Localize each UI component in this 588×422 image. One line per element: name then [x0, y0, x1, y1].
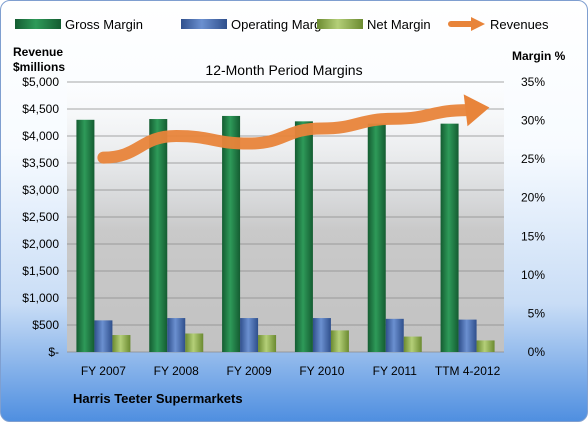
right-axis-tick-label: 15% [521, 229, 545, 243]
left-axis-title-line2: $millions [13, 60, 65, 74]
legend-swatch-operating-margin [181, 19, 227, 29]
bar-gross-margin [149, 119, 168, 353]
revenues-arrowhead [463, 94, 490, 127]
left-axis-tick-label: $3,000 [22, 183, 59, 197]
legend-label-net-margin: Net Margin [367, 17, 431, 32]
right-axis-tick-label: 25% [521, 152, 545, 166]
left-axis-tick-label: $5,000 [22, 75, 59, 89]
footer-company-name: Harris Teeter Supermarkets [73, 391, 243, 406]
bar-operating-margin [458, 319, 477, 352]
legend: Gross Margin Operating Margin Net Margin… [15, 17, 549, 32]
bar-gross-margin [76, 119, 95, 352]
left-axis-tick-label: $4,500 [22, 102, 59, 116]
bar-gross-margin [222, 115, 241, 352]
left-axis-ticks: $- $500 $1,000 $1,500 $2,000 $2,500 $3,000 $3,5… [22, 75, 59, 359]
legend-label-revenues: Revenues [490, 17, 549, 32]
category-label: FY 2011 [373, 364, 418, 378]
right-axis-tick-label: 20% [521, 191, 545, 205]
left-axis-tick-label: $1,500 [22, 264, 59, 278]
legend-swatch-net-margin [317, 19, 363, 29]
bar-net-margin [403, 336, 422, 352]
bar-operating-margin [94, 320, 113, 352]
legend-label-operating-margin: Operating Margin [231, 17, 331, 32]
right-axis-title: Margin % [512, 49, 566, 63]
left-axis-title-line1: Revenue [13, 45, 63, 59]
left-axis-tick-label: $3,500 [22, 156, 59, 170]
bar-operating-margin [385, 318, 404, 352]
bar-net-margin [112, 335, 131, 352]
chart-title: 12-Month Period Margins [205, 62, 362, 78]
left-axis-tick-label: $1,000 [22, 291, 59, 305]
bars [76, 115, 495, 353]
legend-arrow-icon [448, 17, 485, 31]
category-label: FY 2009 [227, 364, 272, 378]
right-axis-tick-label: 5% [528, 306, 546, 320]
bar-gross-margin [294, 121, 313, 352]
category-labels: FY 2007 FY 2008 FY 2009 FY 2010 FY 2011 TTM 4… [81, 364, 501, 378]
left-axis-tick-label: $2,500 [22, 210, 59, 224]
bar-operating-margin [312, 318, 331, 352]
left-axis-tick-label: $2,000 [22, 237, 59, 251]
category-label: FY 2007 [81, 364, 126, 378]
bar-gross-margin [440, 123, 459, 353]
right-axis-ticks: 0% 5% 10% 15% 20% 25% 30% 35% [521, 75, 545, 359]
bar-net-margin [476, 340, 495, 352]
revenues-line-path [97, 104, 474, 164]
right-axis-tick-label: 0% [528, 345, 546, 359]
category-label: FY 2008 [154, 364, 199, 378]
legend-label-gross-margin: Gross Margin [65, 17, 143, 32]
revenues-line [97, 94, 490, 164]
bar-operating-margin [240, 318, 259, 352]
right-axis-tick-label: 30% [521, 114, 545, 128]
category-label: TTM 4-2012 [435, 364, 501, 378]
bar-net-margin [258, 335, 277, 352]
bar-gross-margin [367, 123, 386, 353]
bar-net-margin [185, 333, 204, 352]
right-axis-tick-label: 10% [521, 268, 545, 282]
bar-net-margin [330, 330, 349, 352]
left-axis-tick-label: $500 [32, 318, 59, 332]
bar-operating-margin [167, 318, 186, 352]
right-axis-tick-label: 35% [521, 75, 545, 89]
left-axis-tick-label: $- [48, 345, 59, 359]
category-label: FY 2010 [299, 364, 344, 378]
legend-swatch-gross-margin [15, 19, 61, 29]
left-axis-tick-label: $4,000 [22, 129, 59, 143]
